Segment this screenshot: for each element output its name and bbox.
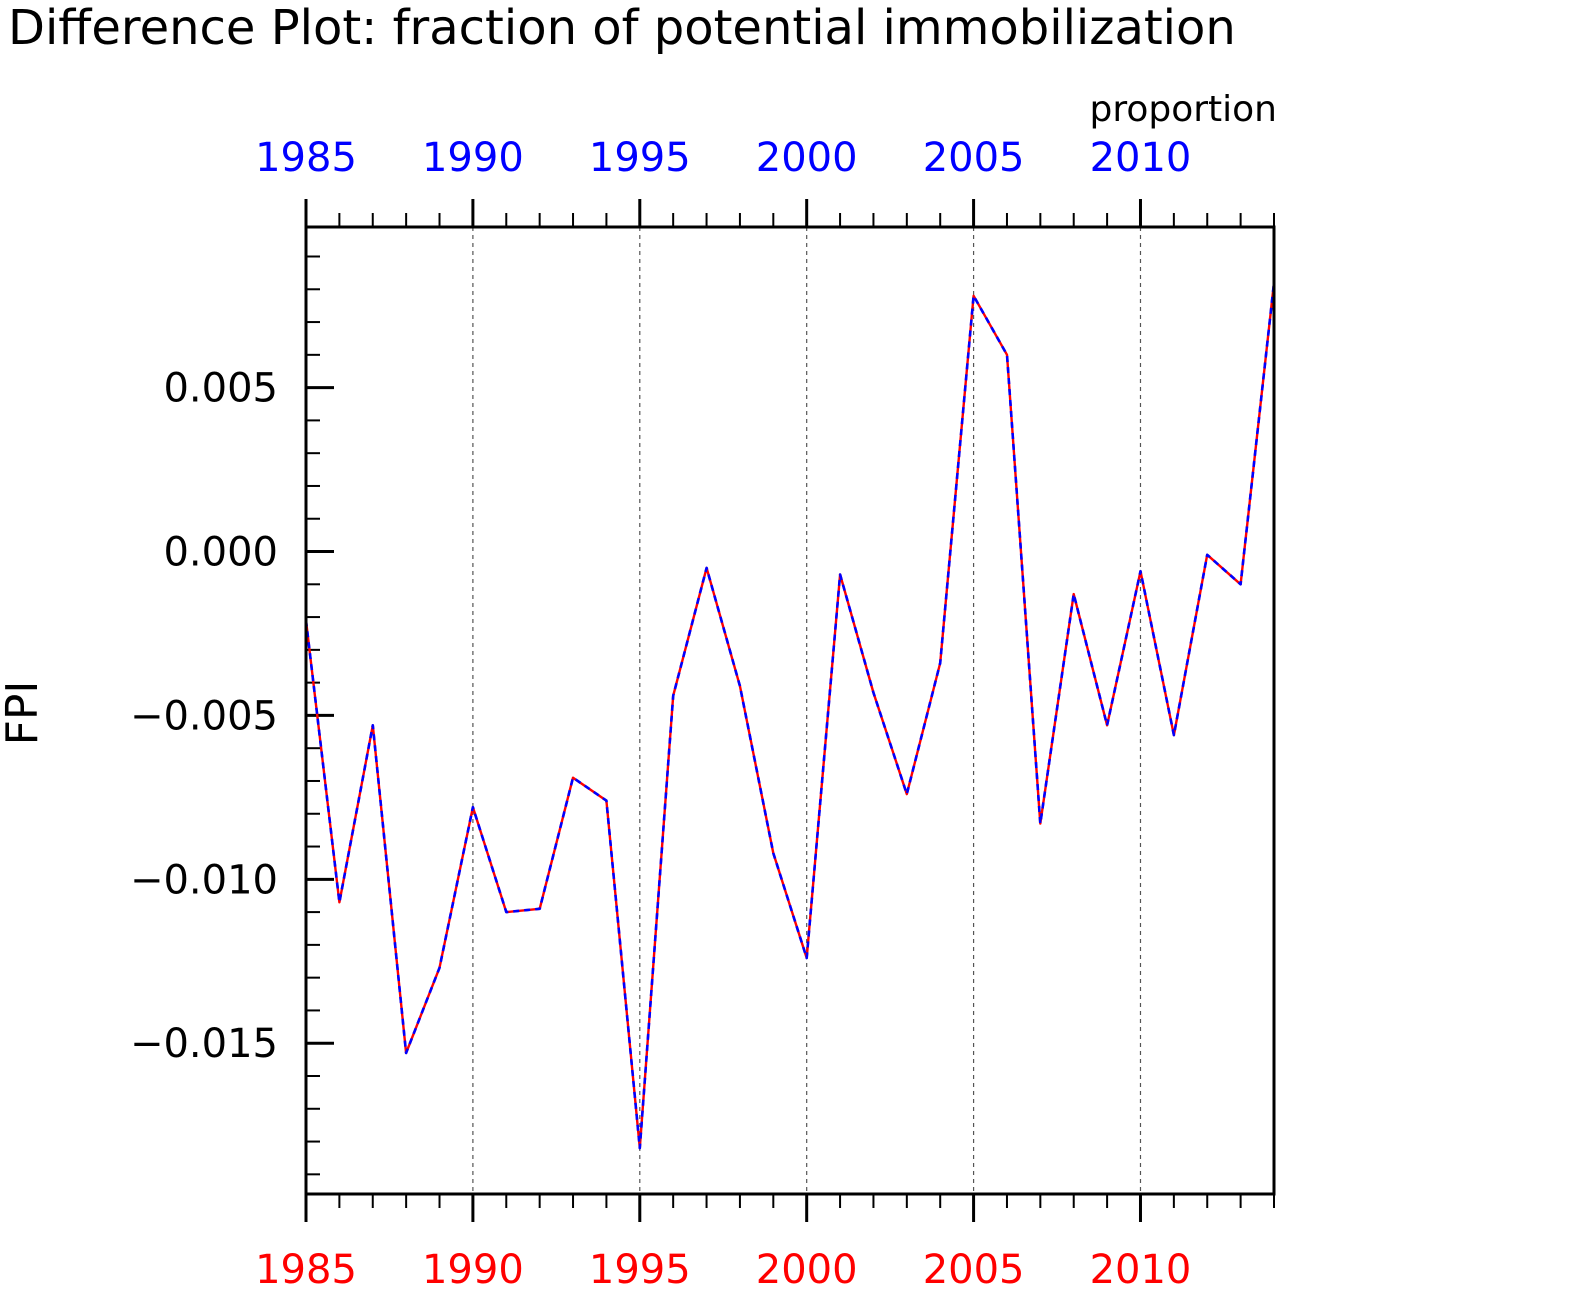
x-top-label-2000: 2000	[756, 135, 858, 181]
x-top-label-2010: 2010	[1090, 135, 1192, 181]
x-top-label-1985: 1985	[255, 135, 357, 181]
y-label-3: −0.010	[130, 857, 278, 903]
y-label-1: 0.000	[163, 530, 278, 576]
x-bottom-label-2005: 2005	[923, 1247, 1025, 1289]
plot-frame	[304, 225, 1276, 1196]
x-top-label-1990: 1990	[422, 135, 524, 181]
data-series	[304, 282, 1276, 1150]
x-bottom-label-1990: 1990	[422, 1247, 524, 1289]
series-line-blue-dashed	[304, 282, 1276, 1150]
axis-ticks	[304, 199, 1275, 1222]
y-label-2: −0.005	[130, 693, 278, 739]
x-top-label-1995: 1995	[589, 135, 691, 181]
series-line-red-solid	[304, 282, 1276, 1150]
x-bottom-label-2000: 2000	[756, 1247, 858, 1289]
x-bottom-label-1995: 1995	[589, 1247, 691, 1289]
x-top-label-2005: 2005	[923, 135, 1025, 181]
chart-title: Difference Plot: fraction of potential i…	[8, 0, 1236, 56]
x-bottom-label-2010: 2010	[1090, 1247, 1192, 1289]
vertical-grid	[472, 227, 1142, 1194]
y-label-0: 0.005	[163, 366, 278, 412]
y-label-4: −0.015	[130, 1021, 278, 1067]
x-bottom-label-1985: 1985	[255, 1247, 357, 1289]
units-label: proportion	[1089, 89, 1277, 130]
y-axis-label: FPI	[0, 681, 48, 746]
tick-labels: 1985 1985 1990 1990 1995 1995 2000 2000 2005 2005…	[130, 135, 1191, 1289]
